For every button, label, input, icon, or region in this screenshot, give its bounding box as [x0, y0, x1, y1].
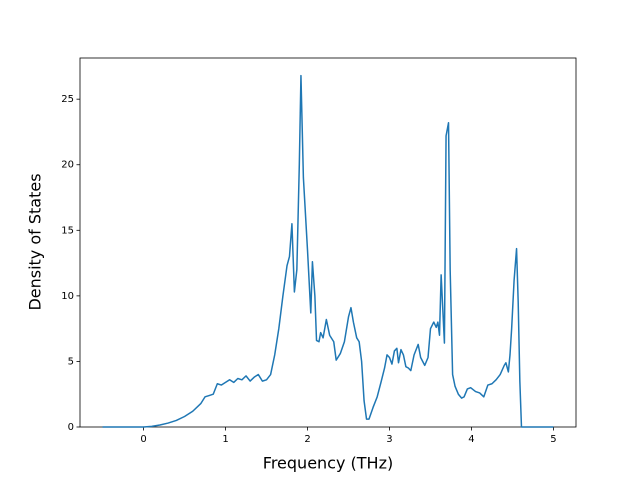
y-tick-label: 20 [61, 160, 74, 171]
x-tick-label: 5 [550, 434, 556, 445]
y-axis-label: Density of States [26, 173, 45, 310]
x-tick-label: 0 [140, 434, 146, 445]
y-tick-label: 25 [61, 94, 74, 105]
x-tick-label: 3 [386, 434, 392, 445]
line-series [102, 74, 554, 428]
plot-frame [79, 57, 577, 428]
x-tick-label: 2 [304, 434, 310, 445]
y-tick-label: 10 [61, 291, 74, 302]
x-tick-label: 4 [468, 434, 474, 445]
x-tick-label: 1 [222, 434, 228, 445]
y-tick-label: 5 [68, 356, 74, 367]
y-tick-label: 15 [61, 225, 74, 236]
x-axis-label: Frequency (THz) [263, 454, 393, 473]
y-tick-label: 0 [68, 422, 74, 433]
